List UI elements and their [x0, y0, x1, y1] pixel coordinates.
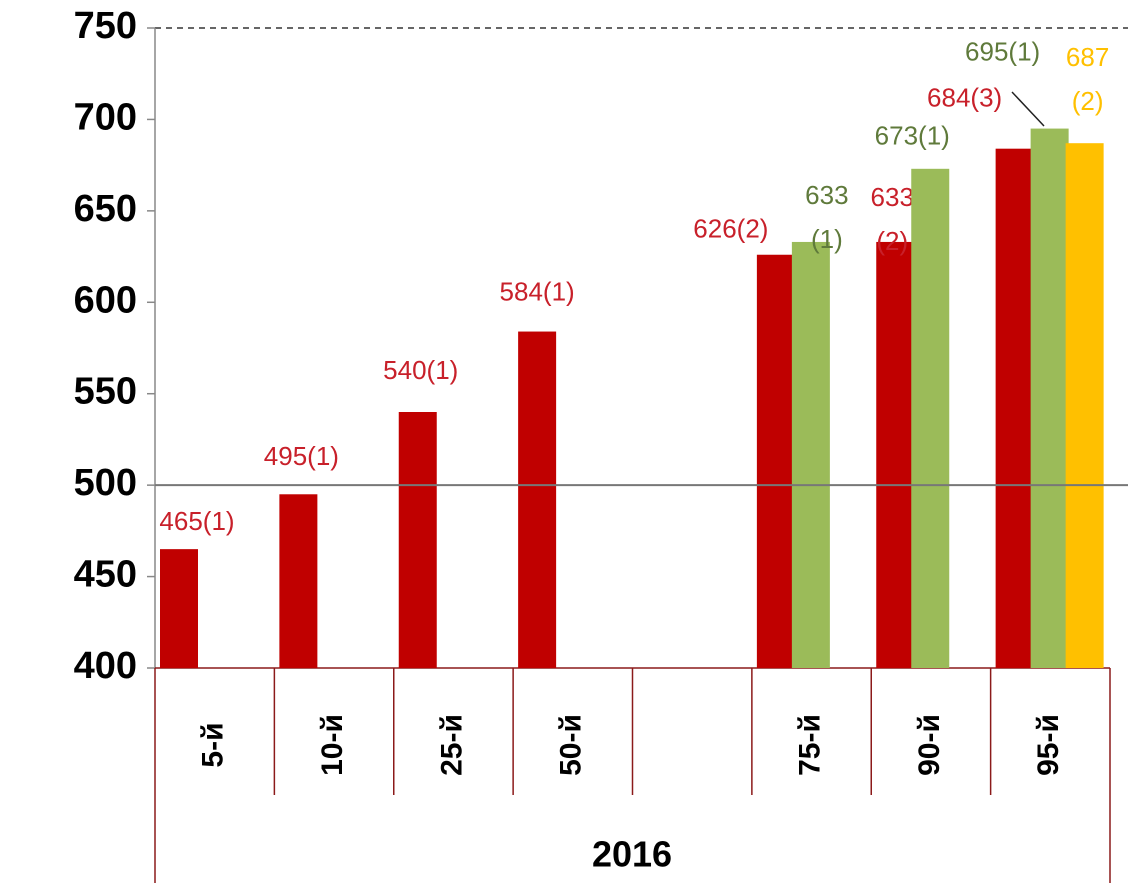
y-tick-label: 750	[74, 5, 137, 47]
bar	[1065, 143, 1104, 668]
bar	[995, 148, 1034, 668]
x-tick-label: 75-й	[793, 714, 826, 776]
y-tick-label: 500	[74, 462, 137, 504]
value-label: 465(1)	[159, 506, 234, 536]
x-tick-label: 50-й	[555, 714, 588, 776]
value-label: 673(1)	[875, 121, 950, 151]
bar	[1030, 128, 1069, 669]
value-label: 540(1)	[383, 355, 458, 385]
value-label: 495(1)	[264, 441, 339, 471]
x-tick-label: 25-й	[435, 714, 468, 776]
value-label: 633 (1)	[805, 180, 848, 254]
x-tick-label: 90-й	[913, 714, 946, 776]
bar	[160, 549, 198, 668]
value-label-line: (2)	[876, 226, 908, 256]
value-label-line: (2)	[1072, 86, 1104, 116]
bar	[398, 412, 437, 668]
bar	[518, 331, 557, 668]
leader-line	[1011, 91, 1045, 127]
value-label: 695(1)	[965, 36, 1040, 66]
value-label: 687 (2)	[1066, 42, 1109, 116]
bar	[756, 254, 795, 668]
value-label-line: 633	[871, 182, 914, 212]
y-tick-label: 600	[74, 279, 137, 321]
x-tick-label: 95-й	[1032, 714, 1065, 776]
value-label: 626(2)	[693, 214, 768, 244]
bar	[876, 241, 915, 668]
x-tick-label: 5-й	[197, 722, 230, 767]
y-tick-label: 400	[74, 645, 137, 687]
bar	[279, 494, 318, 668]
value-label: 633 (2)	[871, 182, 914, 256]
value-label-line: 633	[805, 180, 848, 210]
y-tick-label: 650	[74, 188, 137, 230]
group-label: 2016	[592, 834, 672, 875]
value-label: 584(1)	[500, 276, 575, 306]
bar	[791, 241, 830, 668]
value-label-line: 687	[1066, 42, 1109, 72]
value-label-line: (1)	[811, 224, 843, 254]
y-tick-label: 450	[74, 554, 137, 596]
y-tick-label: 700	[74, 96, 137, 138]
bar	[911, 168, 950, 669]
y-tick-label: 550	[74, 371, 137, 413]
x-tick-label: 10-й	[316, 714, 349, 776]
value-label: 684(3)	[927, 83, 1002, 113]
